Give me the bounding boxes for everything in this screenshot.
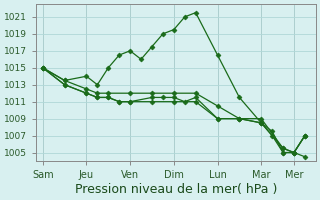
X-axis label: Pression niveau de la mer( hPa ): Pression niveau de la mer( hPa )	[75, 183, 277, 196]
